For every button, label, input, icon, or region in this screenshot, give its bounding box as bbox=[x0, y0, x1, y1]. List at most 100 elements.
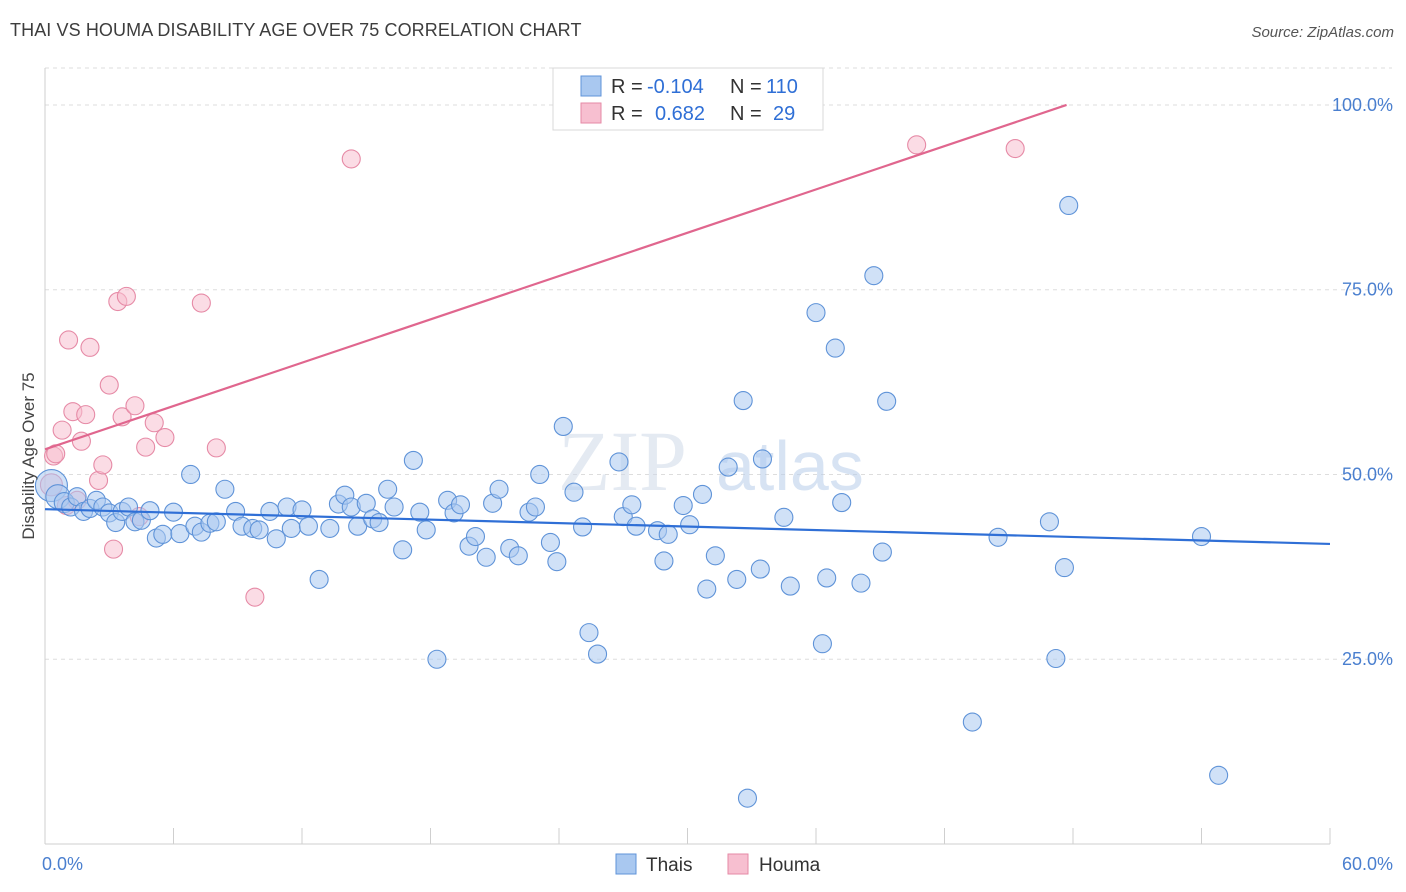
thais-point bbox=[416, 520, 436, 540]
axes bbox=[44, 68, 1330, 845]
legend-thais-swatch bbox=[615, 853, 637, 875]
thais-point bbox=[654, 551, 674, 571]
houma-swatch bbox=[580, 102, 602, 124]
thais-point bbox=[1191, 527, 1212, 547]
houma-point bbox=[99, 375, 119, 395]
houma-trend-line bbox=[44, 103, 1067, 451]
trend-lines bbox=[44, 103, 1331, 546]
thais-point bbox=[988, 527, 1008, 547]
thais-point bbox=[410, 502, 430, 522]
houma-point bbox=[125, 396, 145, 416]
thais-point bbox=[705, 546, 725, 566]
x-tick-label: 0.0% bbox=[42, 854, 83, 874]
houma-point bbox=[907, 135, 927, 155]
houma-point bbox=[341, 149, 361, 169]
thais-point bbox=[680, 515, 700, 535]
thais-point bbox=[579, 623, 599, 643]
thais-points bbox=[34, 195, 1229, 808]
thais-point bbox=[737, 788, 758, 808]
thais-point bbox=[658, 524, 678, 544]
thais-point bbox=[292, 500, 312, 520]
houma-point bbox=[76, 405, 96, 425]
thais-point bbox=[774, 507, 794, 527]
houma-point bbox=[191, 293, 211, 313]
thais-point bbox=[962, 712, 982, 732]
thais-point bbox=[864, 266, 884, 286]
thais-point bbox=[817, 568, 837, 588]
legend-thais-label: Thais bbox=[646, 855, 692, 876]
thais-point bbox=[206, 512, 226, 532]
thais-point bbox=[320, 518, 340, 538]
thais-point bbox=[298, 516, 318, 536]
stats-row-thais: R = -0.104 N = 110 bbox=[580, 75, 798, 98]
x-tick-label: 60.0% bbox=[1342, 854, 1393, 874]
thais-point bbox=[540, 532, 560, 553]
thais-point bbox=[465, 527, 486, 547]
thais-point bbox=[697, 579, 717, 599]
thais-point bbox=[573, 517, 593, 537]
houma-point bbox=[80, 337, 100, 357]
thais-point bbox=[1059, 195, 1079, 216]
thais-point bbox=[140, 501, 160, 521]
thais-point bbox=[393, 540, 413, 560]
legend-houma-swatch bbox=[727, 853, 749, 875]
thais-n-value: 110 bbox=[766, 76, 798, 98]
thais-point bbox=[622, 495, 642, 515]
houma-point bbox=[155, 427, 175, 448]
thais-point bbox=[733, 391, 753, 411]
thais-point bbox=[780, 576, 800, 596]
thais-trend-line bbox=[44, 508, 1331, 546]
thais-point bbox=[825, 338, 845, 358]
thais-point bbox=[609, 452, 629, 472]
y-tick-label: 50.0% bbox=[1342, 464, 1393, 484]
thais-point bbox=[1209, 765, 1229, 785]
houma-point bbox=[245, 587, 265, 607]
houma-point bbox=[52, 420, 72, 440]
r-label: R = bbox=[611, 103, 643, 125]
stats-row-houma: R = 0.682 N = 29 bbox=[580, 102, 795, 125]
thais-point bbox=[812, 634, 832, 654]
thais-point bbox=[877, 391, 897, 411]
thais-point bbox=[530, 464, 550, 485]
thais-point bbox=[266, 529, 286, 549]
thais-point bbox=[727, 569, 747, 589]
houma-point bbox=[93, 455, 113, 475]
thais-point bbox=[750, 559, 770, 579]
thais-point bbox=[718, 457, 738, 477]
x-ticks bbox=[44, 828, 1331, 844]
houma-point bbox=[103, 539, 124, 559]
thais-point bbox=[806, 303, 826, 323]
thais-point bbox=[489, 479, 509, 499]
thais-point bbox=[1046, 648, 1066, 669]
thais-point bbox=[851, 573, 871, 593]
y-tick-label: 75.0% bbox=[1342, 280, 1393, 300]
houma-point bbox=[206, 438, 226, 458]
thais-point bbox=[181, 464, 201, 485]
thais-point bbox=[260, 501, 280, 521]
houma-point bbox=[136, 437, 156, 457]
thais-point bbox=[384, 497, 404, 517]
houma-point bbox=[116, 286, 136, 306]
n-label: N = bbox=[730, 103, 762, 125]
thais-swatch bbox=[580, 75, 602, 97]
thais-point bbox=[1039, 512, 1059, 532]
y-tick-label: 25.0% bbox=[1342, 649, 1393, 669]
bottom-legend: Thais Houma bbox=[615, 853, 821, 876]
thais-point bbox=[369, 512, 389, 533]
y-axis-title: Disability Age Over 75 bbox=[19, 372, 38, 539]
watermark-atlas: atlas bbox=[716, 427, 864, 505]
thais-point bbox=[427, 649, 447, 669]
thais-point bbox=[476, 547, 496, 567]
source-credit: Source: ZipAtlas.com bbox=[1251, 24, 1394, 41]
houma-point bbox=[144, 413, 164, 433]
n-label: N = bbox=[730, 76, 762, 98]
thais-point bbox=[673, 495, 693, 516]
thais-point bbox=[752, 449, 773, 469]
stats-box: R = -0.104 N = 110 R = 0.682 N = 29 bbox=[552, 67, 824, 131]
thais-point bbox=[249, 520, 269, 540]
thais-point bbox=[450, 495, 471, 515]
thais-point bbox=[692, 484, 713, 504]
thais-point bbox=[153, 524, 173, 544]
thais-point bbox=[309, 569, 329, 589]
